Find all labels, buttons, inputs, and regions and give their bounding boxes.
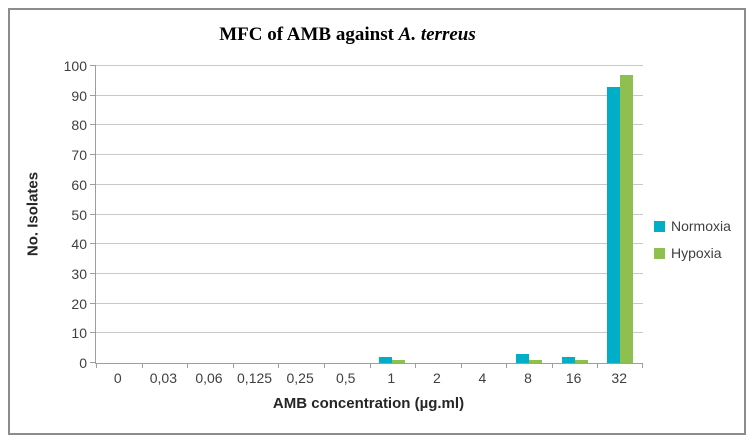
y-tick-label: 40: [71, 236, 87, 253]
gridline: [96, 213, 643, 215]
x-tick-mark: [506, 364, 508, 368]
x-tick-label: 2: [432, 370, 441, 386]
x-tick-mark: [278, 364, 280, 368]
gridline: [96, 302, 643, 304]
y-tick-label: 100: [63, 58, 87, 74]
y-tick-mark: [90, 272, 96, 274]
x-tick-label: 0,125: [237, 370, 273, 386]
x-tick-mark: [415, 364, 417, 368]
bar: [607, 86, 621, 363]
y-tick-mark: [90, 124, 96, 126]
x-tick-mark: [141, 364, 143, 368]
chart-title-text: MFC of AMB against: [219, 24, 399, 45]
bar: [529, 360, 543, 363]
x-tick-mark: [551, 364, 553, 368]
bar: [574, 360, 588, 363]
y-tick-label: 60: [71, 176, 87, 193]
y-tick-mark: [90, 183, 96, 185]
y-tick-mark: [90, 302, 96, 304]
x-tick-label: 0,25: [286, 370, 314, 386]
y-tick-label: 10: [71, 325, 87, 342]
x-tick-label: 1: [387, 370, 396, 386]
legend-item-hypoxia: Hypoxia: [654, 245, 731, 261]
x-tick-label: 16: [565, 370, 582, 386]
gridline: [96, 243, 643, 245]
y-axis-title: No. Isolates: [24, 171, 42, 257]
x-tick-mark: [232, 364, 234, 368]
y-tick-label: 30: [71, 265, 87, 282]
bar: [516, 354, 530, 363]
y-tick-mark: [90, 154, 96, 156]
chart-title: MFC of AMB against A. terreus: [74, 24, 621, 46]
legend-swatch: [654, 247, 665, 259]
x-tick-mark: [460, 364, 462, 368]
x-tick-label: 4: [478, 370, 487, 386]
legend-label: Hypoxia: [671, 245, 722, 261]
x-tick-label: 8: [524, 370, 532, 386]
gridline: [96, 65, 643, 66]
x-axis-title: AMB concentration (µg.ml): [272, 395, 465, 412]
x-tick-label: 0: [113, 370, 122, 386]
y-tick-label: 0: [79, 355, 87, 371]
legend-item-normoxia: Normoxia: [654, 218, 731, 234]
bar: [620, 74, 634, 363]
x-tick-mark: [597, 364, 599, 368]
y-tick-label: 70: [71, 147, 87, 164]
y-tick-mark: [90, 65, 96, 66]
x-tick-mark: [323, 364, 325, 368]
x-tick-label: 0,03: [149, 370, 177, 386]
legend-label: Normoxia: [671, 218, 731, 234]
gridline: [96, 124, 643, 126]
x-tick-mark: [96, 364, 97, 368]
gridline: [96, 183, 643, 185]
legend-swatch: [654, 220, 665, 232]
gridline: [96, 272, 643, 274]
plot-area: [90, 65, 643, 368]
y-tick-mark: [90, 243, 96, 245]
bar: [561, 357, 575, 363]
y-tick-label: 50: [71, 206, 87, 223]
y-tick-mark: [90, 362, 96, 363]
chart-title-species: A. terreus: [398, 24, 476, 45]
gridline: [96, 332, 643, 334]
x-tick-label: 32: [611, 370, 627, 386]
bar: [392, 360, 406, 363]
x-tick-mark: [369, 364, 371, 368]
y-tick-mark: [90, 94, 96, 96]
x-tick-label: 0,06: [195, 370, 223, 386]
x-tick-mark: [187, 364, 189, 368]
y-tick-label: 20: [71, 295, 87, 312]
gridline: [96, 94, 643, 96]
chart-figure: MFC of AMB against A. terreus No. Isolat…: [8, 8, 746, 435]
gridline: [96, 154, 643, 156]
y-tick-mark: [90, 332, 96, 334]
x-tick-label: 0,5: [335, 370, 356, 386]
y-tick-label: 90: [71, 87, 87, 104]
legend: Normoxia Hypoxia: [654, 218, 731, 261]
y-tick-mark: [90, 213, 96, 215]
y-tick-label: 80: [71, 117, 87, 134]
bar: [379, 357, 393, 363]
x-tick-mark: [642, 364, 643, 368]
